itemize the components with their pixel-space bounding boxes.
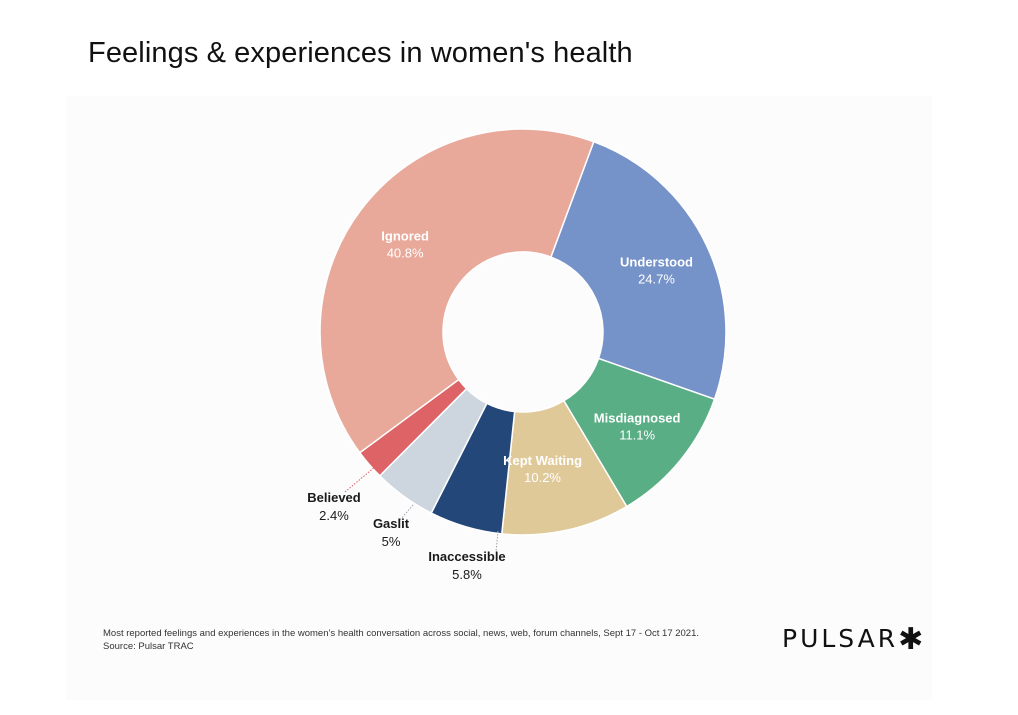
value-kept-waiting: 10.2% <box>524 470 561 485</box>
value-understood: 24.7% <box>638 271 675 286</box>
value-gaslit: 5% <box>382 534 401 549</box>
label-understood: Understood <box>620 254 693 269</box>
value-misdiagnosed: 11.1% <box>619 427 655 442</box>
label-believed: Believed <box>307 490 361 505</box>
label-ignored: Ignored <box>381 228 429 243</box>
asterisk-icon: ✱ <box>898 622 924 657</box>
label-kept-waiting: Kept Waiting <box>503 453 582 468</box>
value-believed: 2.4% <box>319 508 349 523</box>
label-gaslit: Gaslit <box>373 516 410 531</box>
footnote-source: Source: Pulsar TRAC <box>103 641 194 652</box>
leader-gaslit <box>399 504 414 521</box>
logo-text: PULSAR <box>782 624 899 653</box>
pulsar-logo: PULSAR✱ <box>782 620 924 657</box>
leader-believed <box>344 465 377 493</box>
slice-understood <box>549 140 727 401</box>
value-ignored: 40.8% <box>387 245 424 260</box>
label-misdiagnosed: Misdiagnosed <box>594 410 681 425</box>
label-inaccessible: Inaccessible <box>428 549 505 564</box>
footnote: Most reported feelings and experiences i… <box>103 627 699 653</box>
value-inaccessible: 5.8% <box>452 567 482 582</box>
slice-ignored <box>319 128 595 454</box>
leader-inaccessible <box>495 530 499 553</box>
page-title: Feelings & experiences in women's health <box>88 37 633 69</box>
footnote-description: Most reported feelings and experiences i… <box>103 628 700 639</box>
